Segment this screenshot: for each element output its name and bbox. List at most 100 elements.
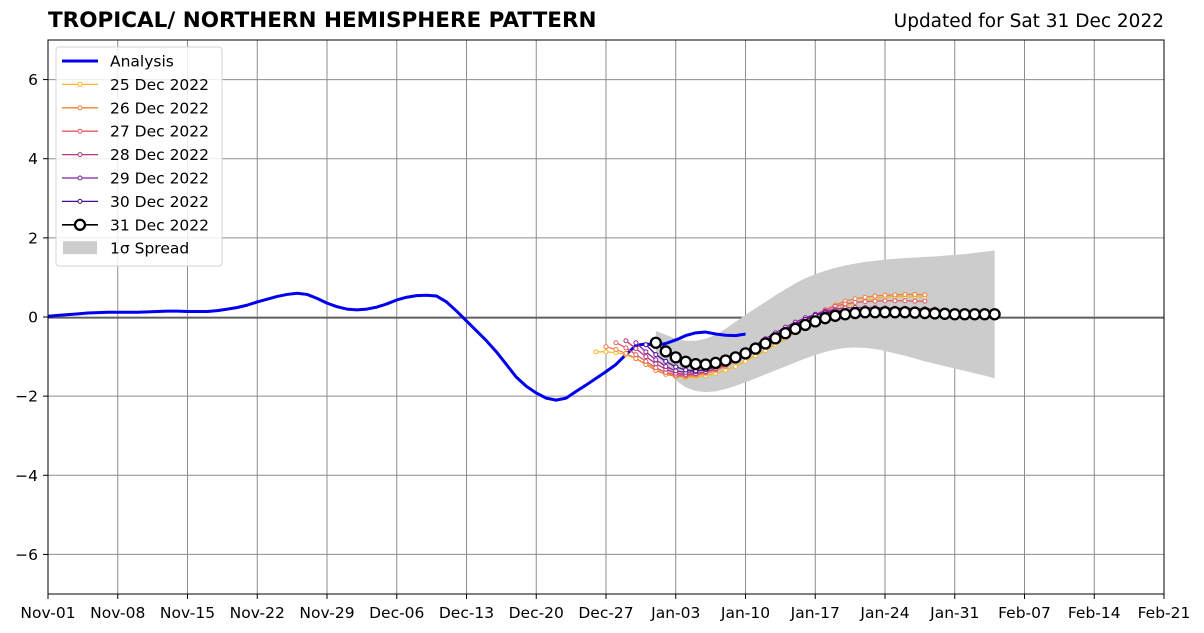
data-point xyxy=(633,340,639,346)
data-point xyxy=(673,364,679,370)
data-point xyxy=(643,354,649,360)
series-analysis xyxy=(47,291,746,402)
data-point xyxy=(689,357,702,371)
legend-label: Analysis xyxy=(110,53,174,71)
data-point xyxy=(862,299,868,305)
legend-marker xyxy=(77,128,83,134)
data-point xyxy=(848,306,862,320)
data-point xyxy=(603,344,609,350)
data-point xyxy=(888,306,902,319)
data-point xyxy=(649,336,662,349)
x-tick-label: Dec-06 xyxy=(369,604,424,622)
data-point xyxy=(978,308,991,321)
y-axis: −6 −4 −2 0 2 4 6 xyxy=(15,71,48,564)
legend-label: 28 Dec 2022 xyxy=(110,146,209,164)
data-point xyxy=(878,306,892,319)
data-point xyxy=(739,347,752,360)
series-layer xyxy=(47,291,1001,402)
data-point xyxy=(679,355,692,368)
data-point xyxy=(809,315,822,328)
data-point xyxy=(829,309,842,322)
legend-label: 26 Dec 2022 xyxy=(110,99,209,117)
data-point xyxy=(902,298,908,304)
data-point xyxy=(613,340,619,346)
data-point xyxy=(922,292,928,298)
data-point xyxy=(948,308,961,321)
data-point xyxy=(819,312,832,325)
data-point xyxy=(709,356,722,370)
data-point xyxy=(918,306,932,320)
legend-label: 27 Dec 2022 xyxy=(110,123,209,141)
legend: Analysis 25 Dec 2022 26 Dec 2022 27 Dec 202… xyxy=(55,46,223,267)
x-tick-label: Nov-22 xyxy=(230,604,285,622)
x-tick-label: Jan-03 xyxy=(650,604,700,622)
data-point xyxy=(613,346,619,352)
data-point xyxy=(673,368,679,374)
data-point xyxy=(699,358,712,371)
data-point xyxy=(643,342,649,348)
data-point xyxy=(633,356,639,362)
data-point xyxy=(902,291,908,297)
data-point xyxy=(623,350,629,356)
y-tick-label: 0 xyxy=(28,309,38,327)
legend-item: Analysis xyxy=(62,53,174,71)
x-tick-label: Dec-20 xyxy=(509,604,564,622)
data-point xyxy=(623,338,629,344)
legend-label: 25 Dec 2022 xyxy=(110,76,209,94)
x-tick-label: Feb-21 xyxy=(1138,604,1191,622)
data-point xyxy=(852,299,858,305)
data-point xyxy=(789,322,802,336)
series-31-dec-2022 xyxy=(649,306,1001,371)
legend-item: 26 Dec 2022 xyxy=(62,99,209,117)
data-point xyxy=(623,345,629,351)
data-point xyxy=(799,318,812,332)
data-point xyxy=(882,298,888,304)
data-point xyxy=(898,306,912,319)
legend-swatch xyxy=(63,241,97,255)
data-point xyxy=(733,363,739,369)
data-point xyxy=(872,298,878,304)
y-tick-label: 4 xyxy=(28,150,38,168)
y-tick-label: −6 xyxy=(15,546,38,564)
data-point xyxy=(743,358,748,364)
x-tick-label: Feb-07 xyxy=(998,604,1051,622)
data-point xyxy=(872,293,878,299)
legend-marker xyxy=(77,198,83,204)
series-line xyxy=(47,291,746,402)
data-point xyxy=(653,357,659,363)
data-point xyxy=(912,291,918,297)
data-point xyxy=(922,298,928,304)
data-point xyxy=(882,292,888,298)
data-point xyxy=(633,352,639,358)
x-tick-label: Jan-17 xyxy=(790,604,840,622)
legend-item: 31 Dec 2022 xyxy=(62,216,209,234)
chart-title: TROPICAL/ NORTHERN HEMISPHERE PATTERN xyxy=(48,8,597,33)
data-point xyxy=(868,306,882,319)
series-line xyxy=(596,295,925,379)
data-point xyxy=(892,298,898,304)
data-point xyxy=(759,337,772,350)
data-point xyxy=(938,307,951,320)
data-point xyxy=(663,363,669,369)
legend-label: 30 Dec 2022 xyxy=(110,193,209,211)
data-point xyxy=(858,306,872,319)
data-point xyxy=(643,349,649,355)
data-point xyxy=(663,358,669,364)
data-point xyxy=(838,308,852,321)
data-point xyxy=(593,349,599,355)
legend-item: 1σ Spread xyxy=(63,240,189,258)
legend-marker xyxy=(77,152,83,158)
legend-box xyxy=(55,46,223,267)
data-point xyxy=(653,352,659,358)
data-point xyxy=(749,342,762,355)
legend-marker xyxy=(77,175,83,181)
y-tick-label: −2 xyxy=(15,388,38,406)
data-point xyxy=(892,292,898,298)
data-point xyxy=(669,351,682,364)
legend-label: 29 Dec 2022 xyxy=(110,170,209,188)
legend-item: 25 Dec 2022 xyxy=(62,76,209,94)
x-tick-label: Nov-01 xyxy=(20,604,75,622)
data-point xyxy=(862,294,868,300)
x-tick-label: Jan-24 xyxy=(859,604,909,622)
